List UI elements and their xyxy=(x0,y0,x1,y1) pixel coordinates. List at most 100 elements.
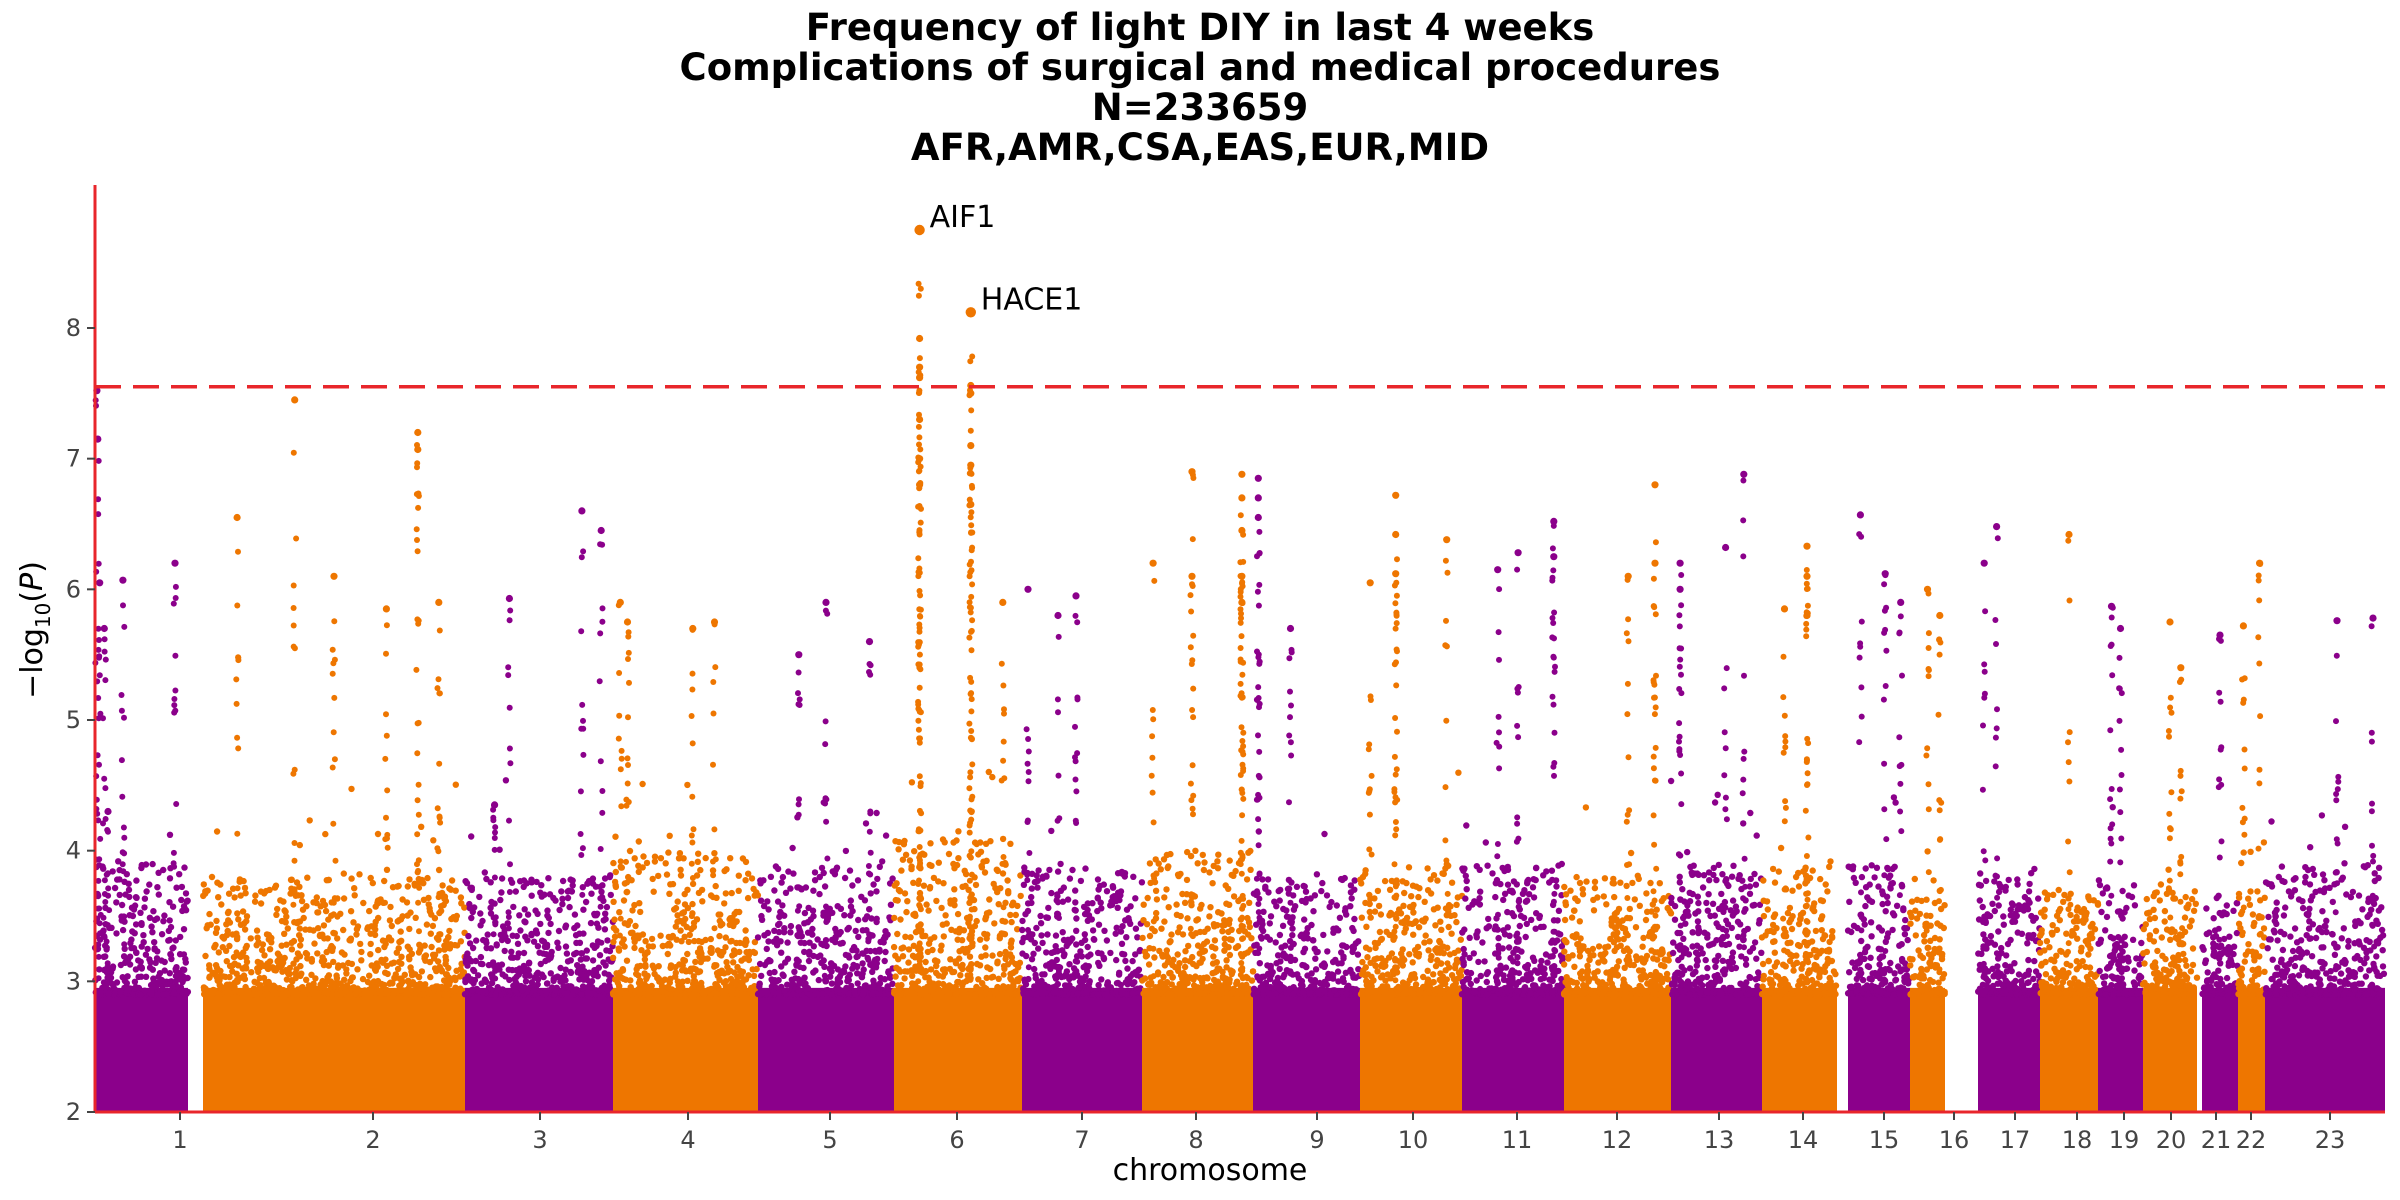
snp-point xyxy=(1249,968,1257,975)
snp-point xyxy=(629,929,636,936)
snp-point xyxy=(1200,940,1208,947)
snp-point xyxy=(213,974,221,981)
snp-point xyxy=(805,957,813,965)
snp-point xyxy=(967,936,974,943)
snp-point xyxy=(1035,945,1042,952)
snp-point xyxy=(1174,871,1182,878)
peak-point xyxy=(104,807,112,816)
snp-point xyxy=(1084,953,1092,960)
snp-point xyxy=(95,646,102,653)
snp-point xyxy=(597,846,604,852)
snp-point xyxy=(990,880,997,888)
snp-point xyxy=(540,938,548,945)
chromosome-4-points xyxy=(609,598,762,1112)
snp-point xyxy=(491,802,497,809)
snp-point xyxy=(1119,990,1126,997)
snp-point xyxy=(732,919,739,926)
snp-point xyxy=(137,909,144,916)
snp-point xyxy=(623,888,630,896)
snp-point xyxy=(96,672,103,679)
snp-point xyxy=(440,977,448,984)
snp-point xyxy=(224,927,231,935)
snp-point xyxy=(926,986,934,994)
peak-point xyxy=(100,624,108,633)
snp-point xyxy=(404,883,411,890)
snp-point xyxy=(154,884,161,891)
snp-point xyxy=(908,865,915,873)
snp-point xyxy=(118,913,125,920)
snp-point xyxy=(432,983,440,990)
snp-point xyxy=(508,948,515,955)
snp-point xyxy=(1255,602,1262,609)
snp-point xyxy=(643,974,651,981)
snp-point xyxy=(303,976,310,983)
snp-point xyxy=(1098,976,1105,983)
snp-point xyxy=(1181,963,1189,971)
snp-point xyxy=(801,948,808,956)
snp-point xyxy=(733,939,740,947)
snp-point xyxy=(1061,982,1069,989)
snp-point xyxy=(707,935,714,943)
snp-point xyxy=(1134,934,1141,941)
snp-point xyxy=(686,931,693,939)
snp-point xyxy=(1313,871,1321,878)
snp-point xyxy=(347,908,355,915)
snp-point xyxy=(916,739,923,746)
snp-point xyxy=(1320,931,1327,939)
snp-point xyxy=(643,983,651,990)
snp-point xyxy=(458,900,465,907)
snp-point xyxy=(917,463,924,470)
snp-point xyxy=(1264,962,1271,969)
snp-point xyxy=(597,758,604,765)
snp-point xyxy=(142,973,150,980)
snp-point xyxy=(1408,893,1415,900)
snp-point xyxy=(1091,936,1098,943)
snp-point xyxy=(1150,945,1157,952)
snp-point xyxy=(367,940,374,948)
snp-point xyxy=(780,972,787,979)
snp-point xyxy=(775,990,782,997)
snp-point xyxy=(644,991,651,998)
snp-point xyxy=(906,857,914,864)
snp-point xyxy=(1001,984,1008,991)
chromosome-7-dense-band xyxy=(1022,987,1142,1112)
snp-point xyxy=(657,855,665,862)
snp-point xyxy=(293,879,301,886)
snp-point xyxy=(118,757,125,764)
snp-point xyxy=(845,976,852,984)
snp-point xyxy=(1163,979,1171,986)
snp-point xyxy=(882,832,890,839)
snp-point xyxy=(911,910,919,917)
snp-point xyxy=(1089,900,1096,907)
snp-point xyxy=(680,956,687,964)
snp-point xyxy=(437,819,444,826)
snp-point xyxy=(739,968,747,975)
snp-point xyxy=(242,983,249,991)
snp-point xyxy=(492,991,500,998)
snp-point xyxy=(1072,758,1079,765)
snp-point xyxy=(819,991,826,998)
snp-point xyxy=(118,692,125,698)
snp-point xyxy=(239,908,247,915)
snp-point xyxy=(405,953,413,960)
snp-point xyxy=(1288,752,1295,759)
snp-point xyxy=(513,932,520,940)
snp-point xyxy=(325,962,332,969)
snp-point xyxy=(1237,512,1244,519)
snp-point xyxy=(690,826,697,833)
snp-point xyxy=(341,951,348,958)
snp-point xyxy=(429,990,436,998)
snp-point xyxy=(636,932,643,939)
snp-point xyxy=(697,866,704,874)
snp-point xyxy=(729,952,736,959)
snp-point xyxy=(667,934,675,941)
snp-point xyxy=(699,898,706,905)
snp-point xyxy=(855,916,862,924)
snp-point xyxy=(666,890,673,897)
snp-point xyxy=(1205,984,1212,991)
snp-point xyxy=(876,863,883,870)
snp-point xyxy=(967,465,974,471)
snp-point xyxy=(695,969,702,976)
snp-point xyxy=(566,903,573,911)
snp-point xyxy=(806,951,813,958)
